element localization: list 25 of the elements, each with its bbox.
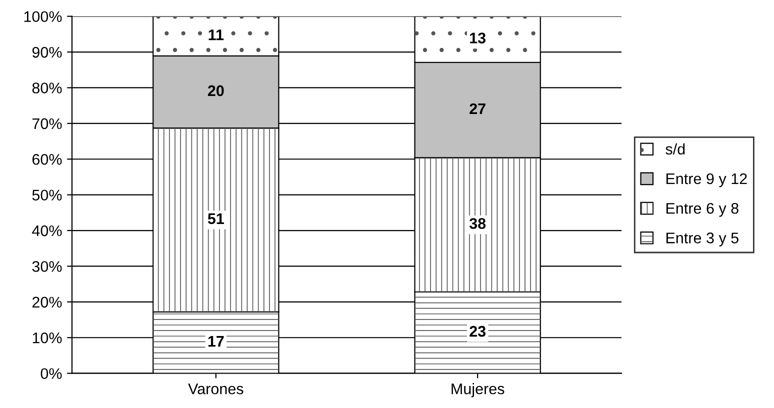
x-tick-label: Mujeres	[452, 383, 504, 398]
y-tick-label: 50%	[32, 190, 62, 201]
legend-label: Entre 3 y 5	[666, 232, 738, 246]
data-label: 51	[208, 213, 224, 224]
data-label: 20	[208, 85, 224, 96]
y-tick-label: 20%	[32, 296, 62, 308]
y-tick-label: 0%	[40, 368, 62, 380]
y-tick-label: 40%	[32, 225, 62, 236]
data-label: 23	[470, 326, 486, 337]
y-tick-label: 60%	[32, 154, 62, 165]
data-label: 11	[208, 30, 224, 40]
y-tick-label: 80%	[32, 82, 62, 94]
data-label: 17	[208, 336, 224, 347]
legend-label: Entre 6 y 8	[666, 202, 738, 217]
data-label: 38	[469, 218, 486, 229]
data-label: 27	[470, 103, 486, 114]
x-tick-label: Varones	[188, 384, 244, 394]
data-label: 13	[470, 32, 486, 44]
legend-label: Entre 9 y 12	[666, 173, 747, 188]
y-tick-label: 70%	[32, 118, 62, 130]
y-tick-label: 30%	[32, 261, 62, 272]
y-tick-label: 90%	[32, 46, 62, 58]
y-tick-label: 100%	[24, 11, 62, 22]
y-tick-label: 10%	[32, 332, 62, 344]
legend-label: s/d	[666, 143, 685, 155]
